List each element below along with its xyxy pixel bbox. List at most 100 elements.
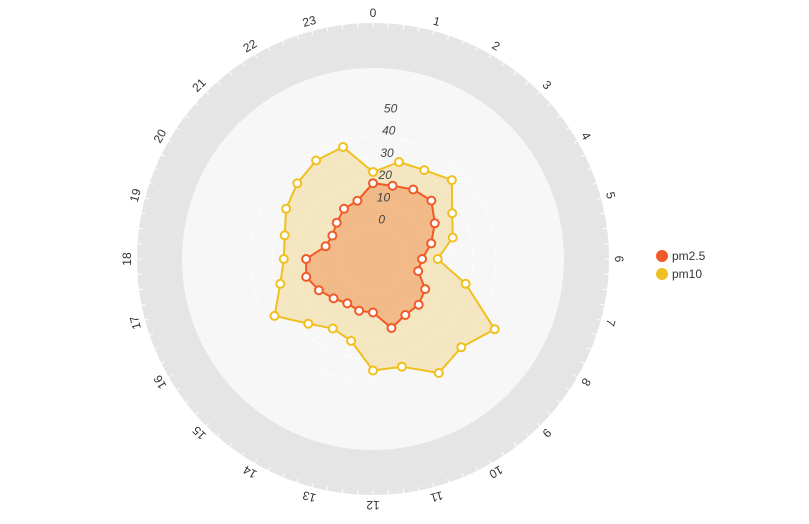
outer-tick xyxy=(326,27,329,32)
data-point-pm25 xyxy=(429,218,440,229)
data-point-pm10 xyxy=(281,203,292,214)
outer-tick xyxy=(501,451,505,456)
outer-tick xyxy=(154,347,159,350)
outer-tick xyxy=(195,411,199,415)
outer-tick xyxy=(536,91,541,96)
outer-tick xyxy=(144,318,150,321)
hour-label-12: 12 xyxy=(366,498,380,512)
outer-tick xyxy=(149,333,154,336)
outer-tick xyxy=(602,288,608,291)
hour-label-22: 22 xyxy=(241,36,260,55)
data-point-pm25 xyxy=(320,241,331,252)
outer-tick xyxy=(461,473,464,478)
outer-tick xyxy=(341,488,344,494)
data-point-pm25 xyxy=(426,195,437,206)
data-point-pm25 xyxy=(368,307,378,318)
legend-item-pm10[interactable]: pm10 xyxy=(656,265,705,283)
outer-tick xyxy=(268,47,271,52)
data-point-pm10 xyxy=(460,278,471,289)
data-point-pm25 xyxy=(331,217,342,228)
outer-tick xyxy=(600,303,605,306)
data-point-pm25 xyxy=(328,293,339,304)
outer-tick xyxy=(488,54,492,59)
outer-tick xyxy=(556,399,561,404)
data-point-pm10 xyxy=(489,324,500,335)
outer-tick xyxy=(402,488,405,494)
data-point-pm10 xyxy=(346,335,357,346)
data-point-pm25 xyxy=(417,254,428,264)
data-point-pm25 xyxy=(413,266,424,277)
data-point-pm25 xyxy=(400,310,411,320)
data-point-pm25 xyxy=(426,238,437,249)
data-point-pm10 xyxy=(303,318,314,329)
outer-tick xyxy=(488,459,492,464)
legend-marker-pm10 xyxy=(656,268,668,280)
outer-tick xyxy=(254,54,258,59)
outer-tick xyxy=(432,482,435,488)
outer-tick xyxy=(176,127,181,131)
outer-tick xyxy=(501,62,505,67)
hour-label-3: 3 xyxy=(540,78,555,93)
outer-tick xyxy=(268,466,271,471)
outer-tick xyxy=(149,182,154,185)
outer-tick xyxy=(587,168,592,171)
hour-label-2: 2 xyxy=(490,38,503,54)
radial-tick-label: 50 xyxy=(384,101,398,115)
outer-tick xyxy=(525,81,529,85)
hour-label-18: 18 xyxy=(120,252,134,266)
outer-tick xyxy=(296,35,299,40)
data-point-pm10 xyxy=(327,323,338,334)
outer-tick xyxy=(432,30,435,36)
outer-tick xyxy=(536,422,541,427)
hour-label-16: 16 xyxy=(150,372,169,391)
hour-label-6: 6 xyxy=(612,256,626,263)
radial-tick-label: 20 xyxy=(378,168,393,182)
hour-label-9: 9 xyxy=(539,426,554,441)
outer-tick xyxy=(241,451,245,456)
legend-label-pm10: pm10 xyxy=(672,267,703,281)
data-point-pm10 xyxy=(447,208,458,219)
hour-label-21: 21 xyxy=(189,75,209,95)
outer-tick xyxy=(547,411,551,415)
outer-tick xyxy=(185,399,190,404)
outer-tick xyxy=(168,140,173,144)
data-point-pm10 xyxy=(275,278,286,289)
hour-label-0: 0 xyxy=(370,6,377,20)
data-point-pm10 xyxy=(338,142,348,152)
outer-tick xyxy=(141,212,146,215)
data-point-pm10 xyxy=(446,175,457,186)
hour-label-20: 20 xyxy=(151,126,170,145)
data-point-pm10 xyxy=(447,232,458,243)
outer-tick xyxy=(217,81,221,85)
outer-tick xyxy=(138,288,144,291)
outer-tick xyxy=(254,459,258,464)
outer-tick xyxy=(141,303,146,306)
chart-legend: pm2.5 pm10 xyxy=(656,247,705,283)
data-point-pm25 xyxy=(352,195,363,206)
data-point-pm25 xyxy=(368,178,378,189)
outer-tick xyxy=(580,361,585,364)
outer-tick xyxy=(402,24,405,30)
legend-item-pm25[interactable]: pm2.5 xyxy=(656,247,705,265)
outer-tick xyxy=(592,182,597,185)
outer-tick xyxy=(282,40,285,45)
outer-tick xyxy=(525,433,529,437)
data-point-pm25 xyxy=(420,284,431,295)
outer-tick xyxy=(573,374,578,378)
data-point-pm10 xyxy=(456,342,467,353)
data-point-pm10 xyxy=(396,361,407,372)
outer-tick xyxy=(228,442,233,447)
outer-tick xyxy=(447,478,450,483)
outer-tick xyxy=(461,40,464,45)
outer-tick xyxy=(154,168,159,171)
data-point-pm25 xyxy=(386,323,397,333)
data-point-pm25 xyxy=(387,180,398,191)
outer-tick xyxy=(296,478,299,483)
radial-tick-label: 30 xyxy=(380,146,394,160)
data-point-pm10 xyxy=(368,365,378,376)
data-point-pm25 xyxy=(301,254,312,264)
outer-tick xyxy=(311,30,314,36)
outer-tick xyxy=(138,227,144,230)
outer-tick xyxy=(185,114,190,119)
